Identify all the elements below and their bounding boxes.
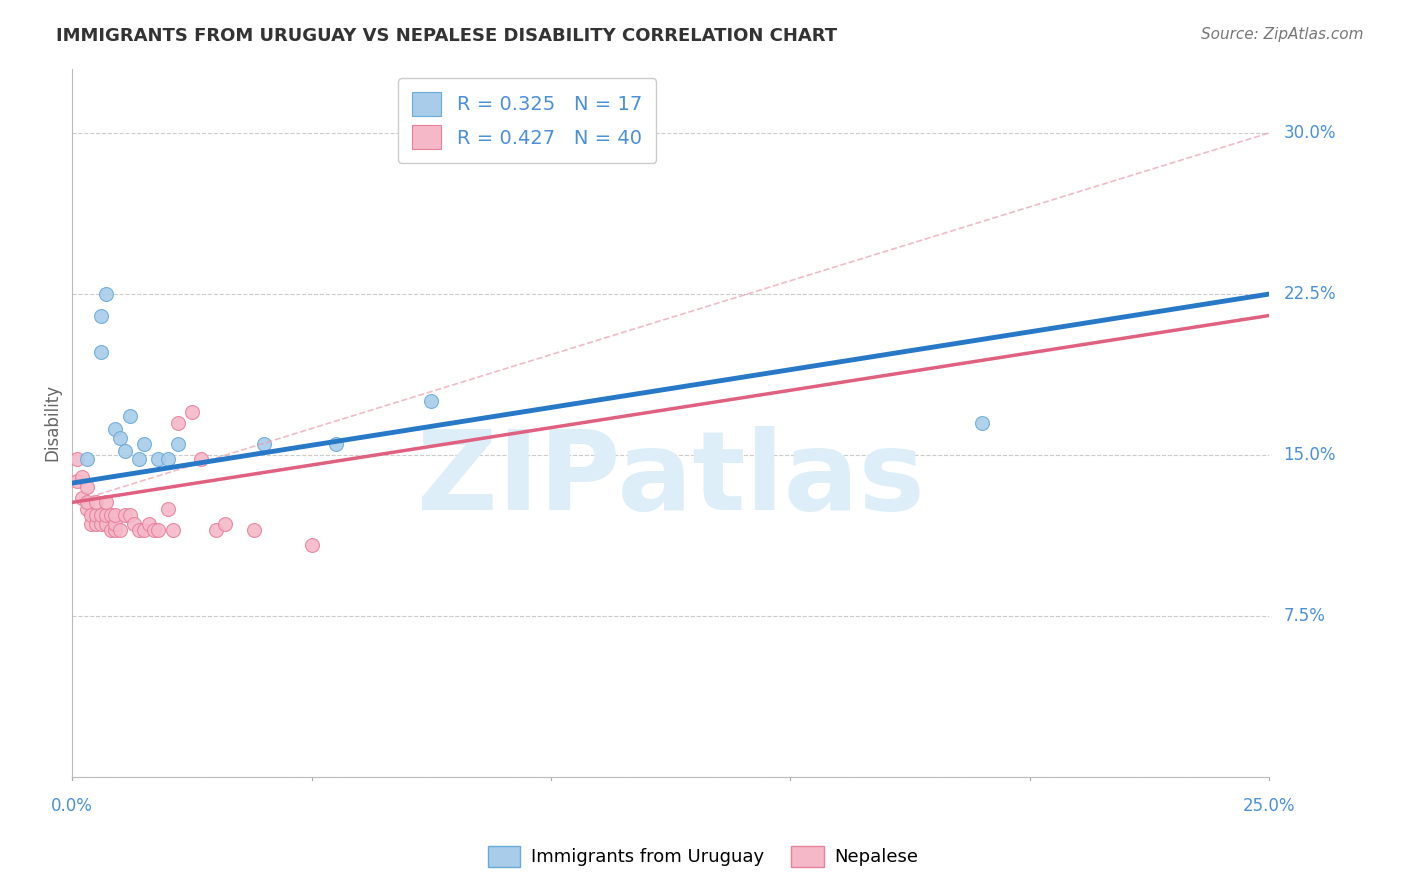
Point (180, 405, 202, 419)
Point (70, 469, 93, 483)
Point (108, 524, 131, 538)
Point (156, 452, 179, 467)
Text: IMMIGRANTS FROM URUGUAY VS NEPALESE DISABILITY CORRELATION CHART: IMMIGRANTS FROM URUGUAY VS NEPALESE DISA… (56, 27, 838, 45)
Point (84, 516, 107, 531)
Point (104, 508, 127, 523)
Point (94, 495, 117, 509)
Point (100, 508, 122, 523)
Point (190, 452, 212, 467)
Point (118, 409, 141, 424)
Text: 0.0%: 0.0% (51, 797, 93, 815)
Text: 15.0%: 15.0% (1284, 446, 1336, 464)
Point (156, 501, 179, 516)
Point (94, 508, 117, 523)
Point (66, 474, 89, 488)
Point (66, 452, 89, 467)
Point (90, 508, 112, 523)
Point (124, 516, 146, 531)
Point (90, 309, 112, 323)
Text: Source: ZipAtlas.com: Source: ZipAtlas.com (1201, 27, 1364, 42)
Point (76, 452, 98, 467)
Text: 7.5%: 7.5% (1284, 607, 1326, 625)
Y-axis label: Disability: Disability (44, 384, 60, 461)
Text: 30.0%: 30.0% (1284, 124, 1336, 142)
Point (104, 422, 127, 436)
Point (80, 508, 103, 523)
Point (104, 516, 127, 531)
Point (76, 501, 98, 516)
Point (148, 452, 170, 467)
Point (76, 480, 98, 494)
Legend: Immigrants from Uruguay, Nepalese: Immigrants from Uruguay, Nepalese (481, 838, 925, 874)
Point (94, 516, 117, 531)
Point (94, 287, 117, 301)
Point (253, 437, 276, 451)
Point (166, 437, 188, 451)
Point (214, 516, 236, 531)
Point (138, 516, 160, 531)
Point (108, 431, 131, 445)
Point (132, 437, 155, 451)
Point (84, 495, 107, 509)
Point (420, 394, 443, 409)
Point (205, 524, 228, 538)
Point (114, 508, 136, 523)
Legend: R = 0.325   N = 17, R = 0.427   N = 40: R = 0.325 N = 17, R = 0.427 N = 40 (398, 78, 655, 162)
Point (162, 524, 184, 538)
Point (132, 524, 155, 538)
Point (325, 437, 347, 451)
Point (100, 524, 122, 538)
Point (128, 524, 150, 538)
Point (118, 508, 141, 523)
Point (301, 538, 323, 552)
Point (148, 524, 170, 538)
Point (70, 491, 93, 505)
Point (84, 508, 107, 523)
Point (76, 495, 98, 509)
Point (80, 516, 103, 531)
Point (90, 516, 112, 531)
Point (970, 416, 993, 430)
Point (243, 524, 266, 538)
Point (90, 345, 112, 359)
Point (142, 524, 165, 538)
Point (166, 416, 188, 430)
Text: ZIPatlas: ZIPatlas (416, 426, 925, 533)
Point (114, 443, 136, 458)
Text: 22.5%: 22.5% (1284, 285, 1336, 303)
Point (104, 524, 127, 538)
Point (128, 452, 150, 467)
Text: 25.0%: 25.0% (1243, 797, 1295, 815)
